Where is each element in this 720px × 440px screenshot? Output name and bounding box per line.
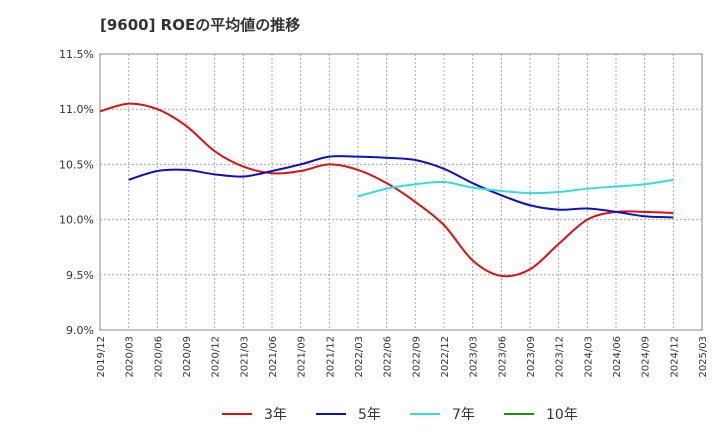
x-tick-label: 2024/03 — [583, 336, 594, 378]
y-tick-label: 9.0% — [66, 324, 94, 337]
y-tick-label: 11.5% — [59, 48, 94, 61]
y-axis: 9.0% 9.5% 10.0% 10.5% 11.0% 11.5% — [59, 48, 94, 337]
x-tick-label: 2019/12 — [96, 336, 107, 378]
series-line-2 — [357, 178, 674, 198]
legend-label: 10年 — [546, 407, 578, 423]
legend-label: 7年 — [452, 407, 475, 423]
series-line-1 — [128, 155, 674, 219]
x-tick-label: 2022/12 — [440, 336, 451, 378]
x-tick-label: 2022/06 — [383, 336, 394, 378]
x-tick-label: 2022/03 — [354, 336, 365, 378]
x-tick-label: 2024/06 — [612, 336, 623, 378]
grid-layer — [100, 54, 702, 330]
x-tick-label: 2022/09 — [411, 336, 422, 378]
legend-label: 3年 — [264, 407, 287, 423]
chart-title: [9600] ROEの平均値の推移 — [100, 16, 301, 34]
y-tick-label: 9.5% — [66, 269, 94, 282]
x-tick-label: 2024/09 — [641, 336, 652, 378]
x-tick-label: 2020/09 — [182, 336, 193, 378]
x-tick-label: 2020/06 — [153, 336, 164, 378]
series-line-0 — [99, 102, 674, 278]
y-tick-label: 10.5% — [59, 158, 94, 171]
series-layer — [99, 102, 674, 278]
y-tick-label: 11.0% — [59, 103, 94, 116]
x-tick-label: 2023/09 — [526, 336, 537, 378]
x-tick-label: 2023/12 — [555, 336, 566, 378]
x-tick-label: 2020/03 — [125, 336, 136, 378]
x-tick-label: 2024/12 — [669, 336, 680, 378]
x-tick-label: 2021/12 — [325, 336, 336, 378]
x-tick-label: 2025/03 — [698, 336, 709, 378]
x-tick-label: 2023/03 — [469, 336, 480, 378]
legend: 3年 5年 7年 10年 — [222, 407, 578, 423]
x-tick-label: 2020/12 — [211, 336, 222, 378]
x-tick-label: 2023/06 — [497, 336, 508, 378]
legend-label: 5年 — [358, 407, 381, 423]
x-axis: 2019/12 2020/03 2020/06 2020/09 2020/12 2021/… — [96, 336, 709, 378]
x-tick-label: 2021/03 — [239, 336, 250, 378]
x-tick-label: 2021/09 — [297, 336, 308, 378]
x-tick-label: 2021/06 — [268, 336, 279, 378]
y-tick-label: 10.0% — [59, 214, 94, 227]
